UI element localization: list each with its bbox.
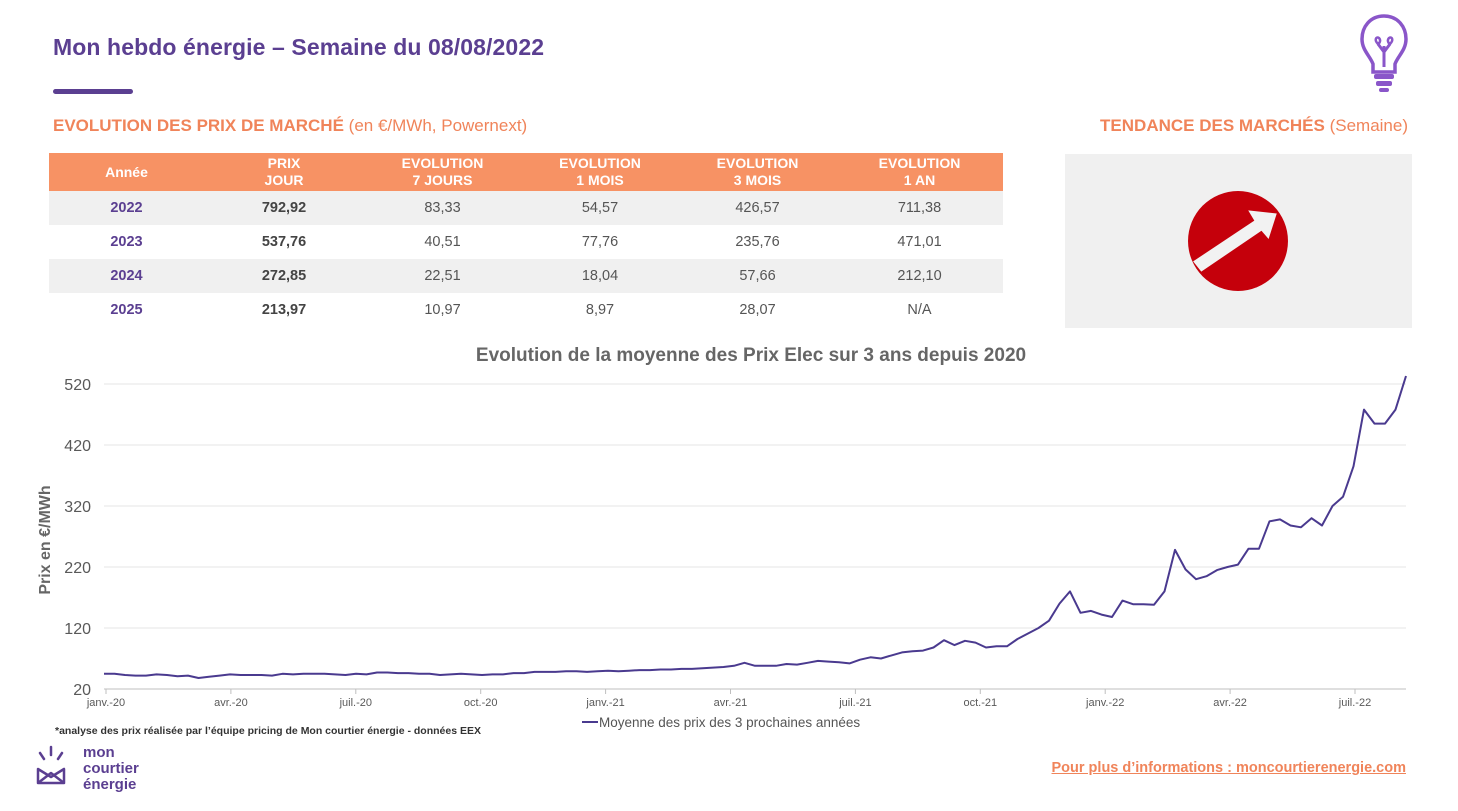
brand-logo-icon xyxy=(36,745,66,785)
header-line: 1 MOIS xyxy=(576,172,624,188)
header-line: 1 AN xyxy=(903,172,936,188)
header-line: EVOLUTION xyxy=(716,155,799,171)
cell-day-price: 272,85 xyxy=(204,259,364,293)
header-line: EVOLUTION xyxy=(401,155,484,171)
cell-evolution-7-days: 83,33 xyxy=(364,191,521,225)
y-tick-label: 520 xyxy=(64,377,91,394)
price-evolution-chart: Evolution de la moyenne des Prix Elec su… xyxy=(37,345,1407,730)
cell-year: 2024 xyxy=(49,259,204,293)
x-axis-ticks: janv.-20 avr.-20 juil.-20 oct.-20 janv.-21 av… xyxy=(86,689,1371,709)
table-row: 2022 792,92 83,33 54,57 426,57 711,38 xyxy=(49,191,1003,225)
header-line: PRIX xyxy=(267,155,301,171)
col-header-7-days: EVOLUTION 7 JOURS xyxy=(364,153,521,191)
table-row: 2025 213,97 10,97 8,97 28,07 N/A xyxy=(49,293,1003,327)
cell-evolution-1-year: 471,01 xyxy=(897,234,942,250)
x-tick-label: janv.-21 xyxy=(585,697,624,709)
y-tick-label: 220 xyxy=(64,560,91,577)
market-prices-heading-label: EVOLUTION DES PRIX DE MARCHÉ xyxy=(53,116,344,135)
cell-evolution-7-days: 10,97 xyxy=(424,302,461,318)
title-underline xyxy=(53,89,133,94)
cell-evolution-7-days: 22,51 xyxy=(364,259,521,293)
market-trend-panel xyxy=(1065,154,1412,328)
cell-day-price: 537,76 xyxy=(261,234,307,250)
col-header-1-month: EVOLUTION 1 MOIS xyxy=(521,153,679,191)
cell-year: 2022 xyxy=(49,191,204,225)
trend-icon-arrow xyxy=(1193,210,1277,272)
cell-evolution-3-months: 28,07 xyxy=(739,302,776,318)
cell-evolution-1-month: 8,97 xyxy=(585,302,615,318)
chart-legend: Moyenne des prix des 3 prochaines années xyxy=(582,715,860,730)
market-prices-table: Année PRIX JOUR EVOLUTION 7 JOURS EVOLUTIO… xyxy=(49,153,1003,327)
table-row: 2023 537,76 40,51 77,76 235,76 471,01 xyxy=(49,225,1003,259)
y-tick-label: 320 xyxy=(64,499,91,516)
more-info-link[interactable]: Pour plus d’informations : moncourtieren… xyxy=(1051,760,1407,776)
x-tick-label: juil.-22 xyxy=(1338,697,1371,709)
cell-evolution-1-year: N/A xyxy=(907,302,932,318)
cell-evolution-1-month: 18,04 xyxy=(521,259,679,293)
header-line: EVOLUTION xyxy=(878,155,961,171)
cell-evolution-3-months: 426,57 xyxy=(679,191,836,225)
x-tick-label: avr.-20 xyxy=(214,697,248,709)
x-tick-label: avr.-22 xyxy=(1213,697,1247,709)
col-header-3-months: EVOLUTION 3 MOIS xyxy=(679,153,836,191)
cell-evolution-1-year: 212,10 xyxy=(836,259,1003,293)
y-tick-label: 420 xyxy=(64,438,91,455)
page-title: Mon hebdo énergie – Semaine du 08/08/202… xyxy=(53,34,545,60)
header-line: JOUR xyxy=(264,172,304,188)
cell-evolution-1-month: 77,76 xyxy=(581,234,619,250)
brand-name-line: énergie xyxy=(83,776,137,793)
y-axis-ticks: 20 120 220 320 420 520 xyxy=(64,377,91,699)
brand-name-line: mon xyxy=(83,744,115,761)
chart-gridlines xyxy=(104,383,1406,629)
header-line: 7 JOURS xyxy=(412,172,473,188)
cell-evolution-1-month: 54,57 xyxy=(521,191,679,225)
x-tick-label: janv.-20 xyxy=(86,697,125,709)
col-header-day-price: PRIX JOUR xyxy=(204,153,364,191)
header-line: 3 MOIS xyxy=(733,172,782,188)
market-trend-heading: TENDANCE DES MARCHÉS (Semaine) xyxy=(1100,116,1408,136)
x-tick-label: juil.-20 xyxy=(339,697,372,709)
brand-name-line: courtier xyxy=(83,760,139,777)
header-line: Année xyxy=(105,163,148,180)
x-tick-label: oct.-21 xyxy=(963,697,997,709)
light-bulb-icon xyxy=(1360,14,1408,92)
cell-evolution-3-months: 57,66 xyxy=(679,259,836,293)
cell-year: 2023 xyxy=(110,234,143,250)
legend-label: Moyenne des prix des 3 prochaines années xyxy=(599,715,860,730)
chart-title: Evolution de la moyenne des Prix Elec su… xyxy=(476,345,1026,366)
col-header-1-year: EVOLUTION 1 AN xyxy=(836,153,1003,191)
cell-evolution-1-year: 711,38 xyxy=(836,191,1003,225)
y-tick-label: 120 xyxy=(64,621,91,638)
y-axis-label: Prix en €/MWh xyxy=(37,485,54,594)
x-tick-label: avr.-21 xyxy=(714,697,748,709)
col-header-year: Année xyxy=(49,153,204,191)
cell-day-price: 213,97 xyxy=(261,302,307,318)
y-tick-label: 20 xyxy=(73,682,91,699)
data-source-footnote: *analyse des prix réalisée par l’équipe … xyxy=(55,725,481,737)
table-header-row: Année PRIX JOUR EVOLUTION 7 JOURS EVOLUTIO… xyxy=(49,153,1003,191)
brand-name: mon courtier énergie xyxy=(83,745,139,793)
cell-year: 2025 xyxy=(110,302,143,318)
x-tick-label: juil.-21 xyxy=(838,697,871,709)
market-prices-unit-note: (en €/MWh, Powernext) xyxy=(348,116,528,135)
x-tick-label: oct.-20 xyxy=(464,697,498,709)
x-tick-label: janv.-22 xyxy=(1085,697,1124,709)
header-line: EVOLUTION xyxy=(559,155,641,171)
arrow-up-right-icon xyxy=(1188,191,1288,291)
series-line-average-price xyxy=(104,375,1407,679)
table-row: 2024 272,85 22,51 18,04 57,66 212,10 xyxy=(49,259,1003,293)
cell-day-price: 792,92 xyxy=(204,191,364,225)
market-trend-heading-label: TENDANCE DES MARCHÉS xyxy=(1100,116,1325,135)
market-prices-heading: EVOLUTION DES PRIX DE MARCHÉ (en €/MWh, … xyxy=(53,116,527,136)
cell-evolution-7-days: 40,51 xyxy=(424,234,461,250)
cell-evolution-3-months: 235,76 xyxy=(735,234,780,250)
market-trend-period: (Semaine) xyxy=(1329,116,1408,135)
